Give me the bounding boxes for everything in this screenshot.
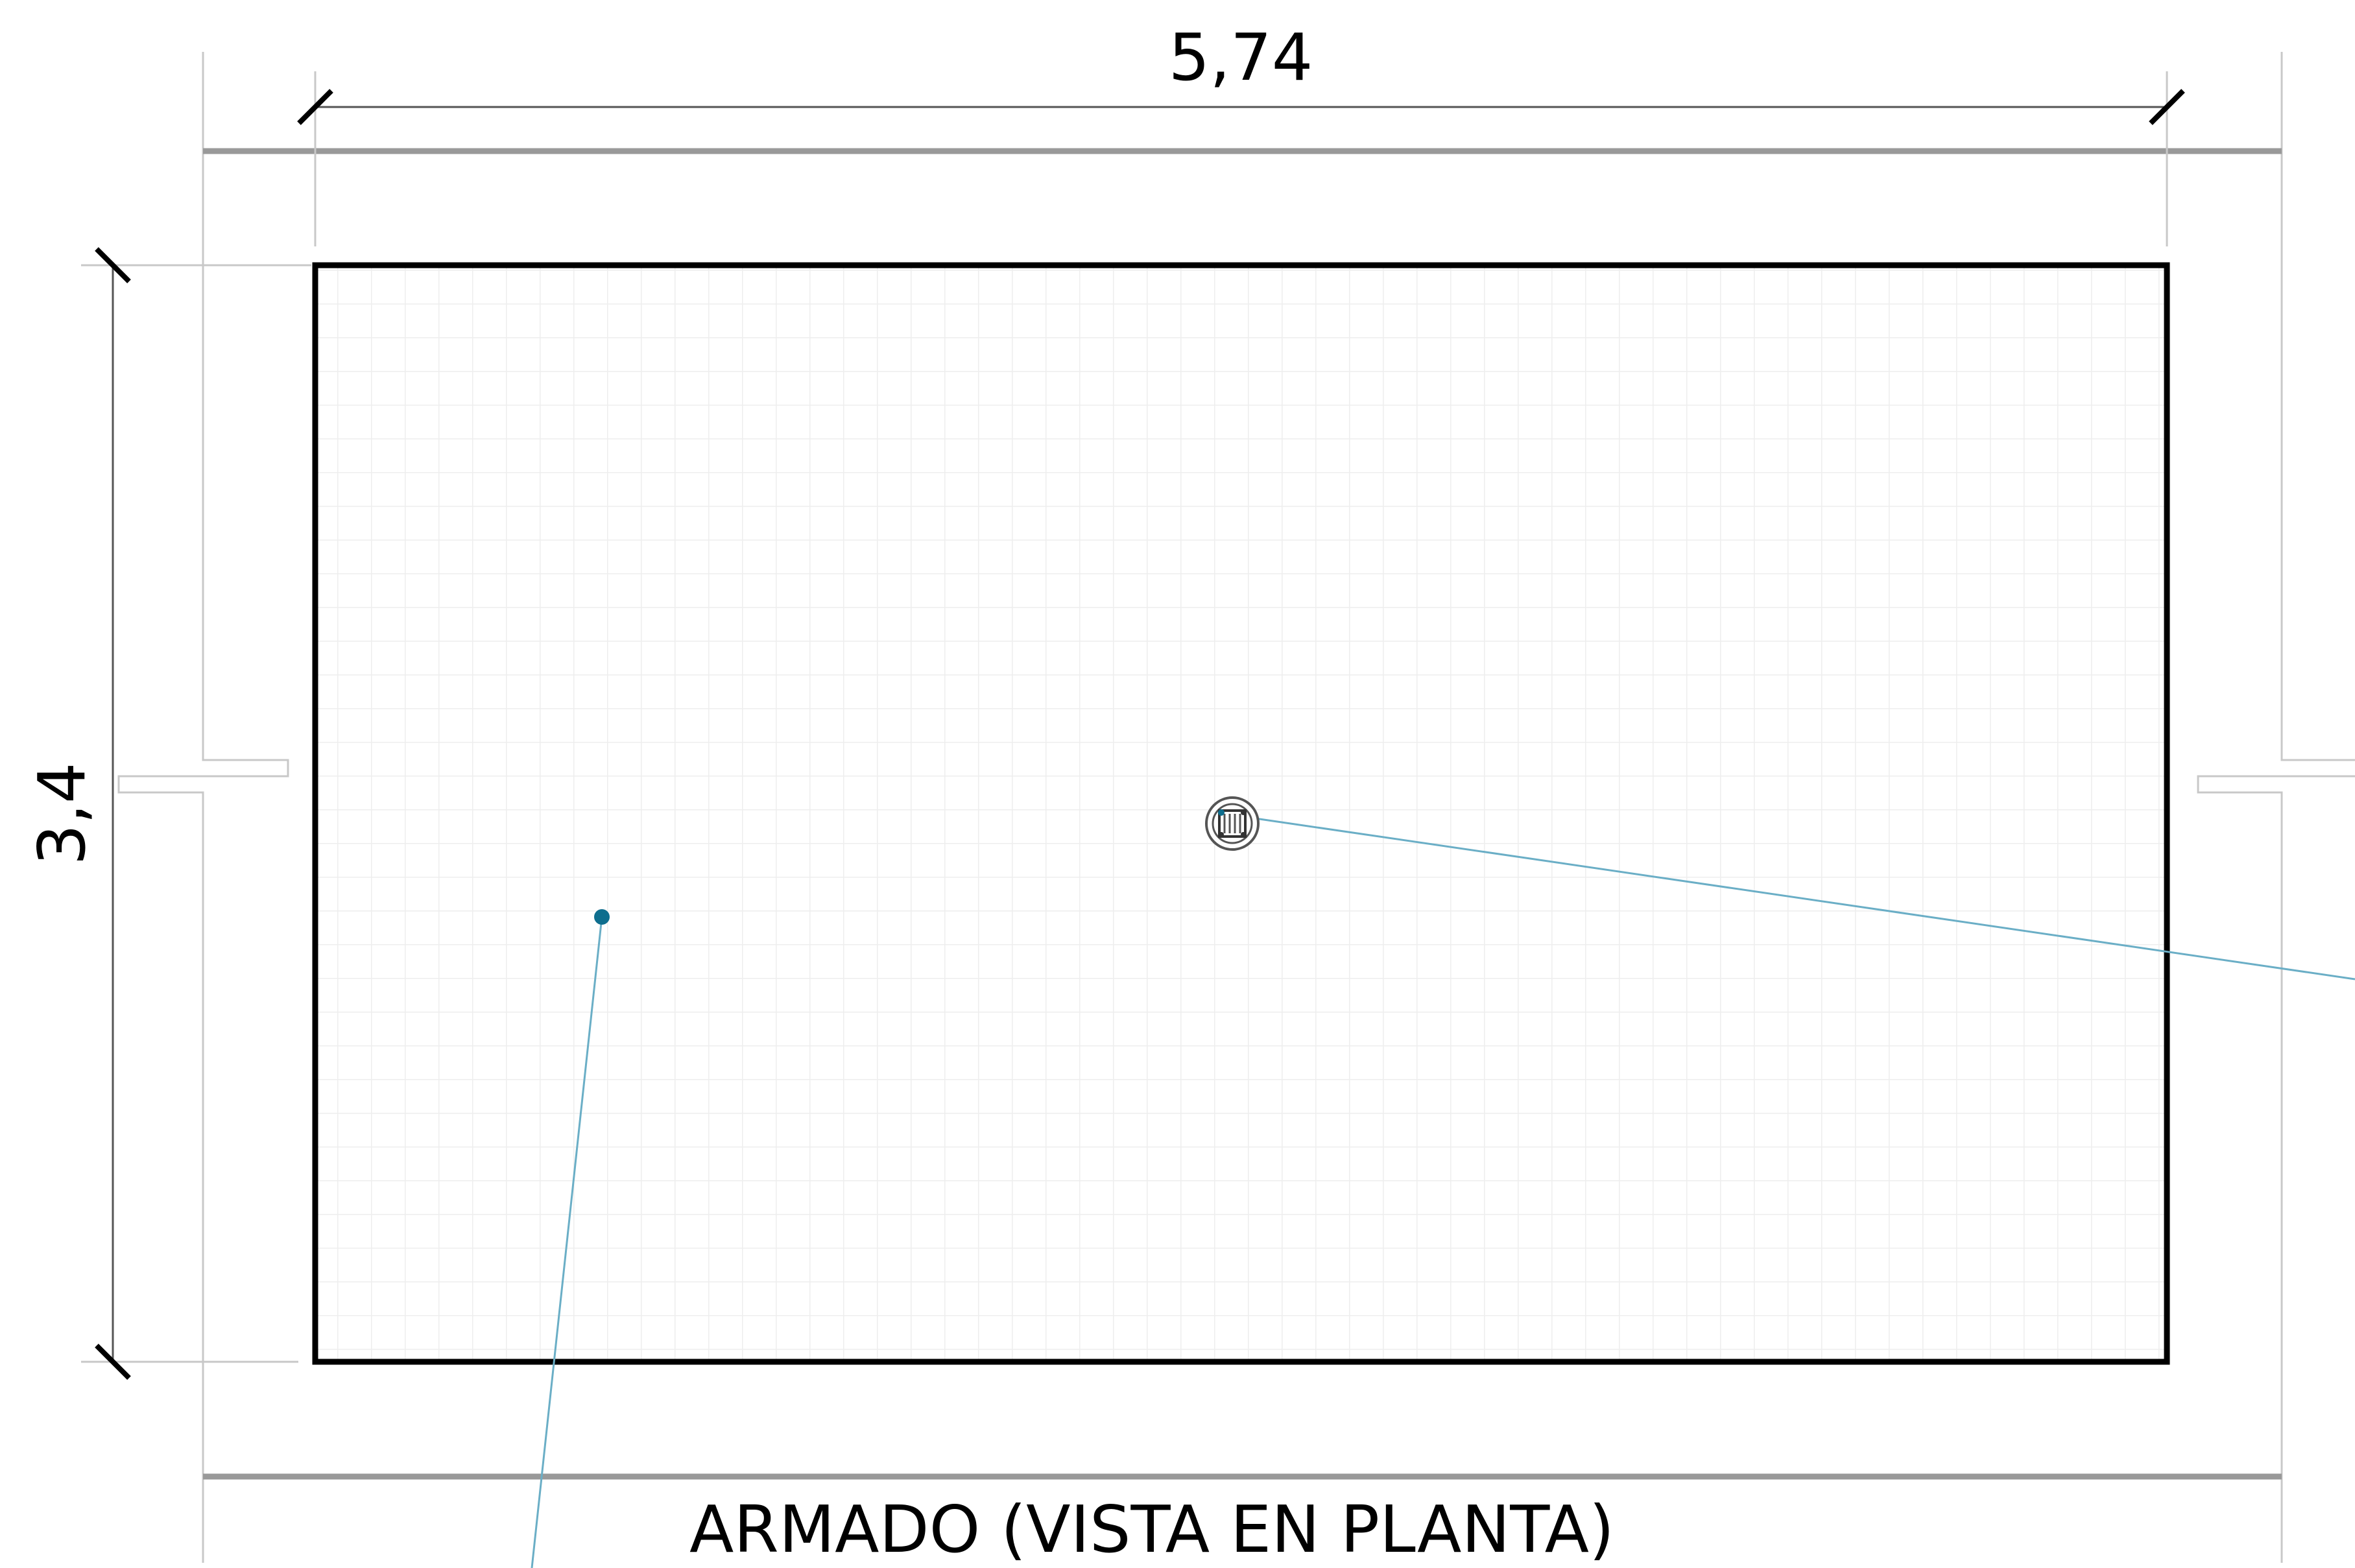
- drawing-title: ARMADO (VISTA EN PLANTA): [689, 1491, 1614, 1567]
- side-boundary-lines: [117, 52, 2355, 1563]
- height-tick-bottom: [95, 1344, 131, 1380]
- right-boundary-line: [2197, 52, 2355, 1563]
- left-boundary-line: [117, 52, 289, 1563]
- mesh-leader-line: [531, 916, 603, 1568]
- wall-lines: [203, 148, 2282, 1480]
- width-tick-right: [2149, 89, 2185, 125]
- width-dimension: 5,74: [297, 19, 2185, 246]
- width-dimension-label: 5,74: [1169, 19, 1313, 95]
- leader-lines: [531, 817, 2355, 1568]
- drain-leader-line: [1254, 817, 2355, 980]
- height-tick-top: [95, 247, 131, 283]
- mesh-leader-dot: [594, 909, 610, 925]
- drain-icon: [1205, 796, 1260, 851]
- height-dimension-label: 3,4: [24, 762, 100, 865]
- height-dimension: 3,4: [24, 247, 311, 1380]
- slab-outline: [312, 262, 2170, 1365]
- width-tick-left: [297, 89, 333, 125]
